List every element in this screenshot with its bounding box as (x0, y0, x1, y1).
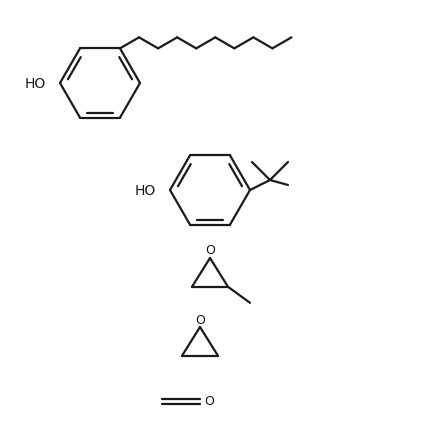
Text: O: O (205, 244, 215, 257)
Text: HO: HO (135, 184, 156, 198)
Text: O: O (195, 313, 205, 326)
Text: O: O (204, 395, 214, 408)
Text: HO: HO (25, 77, 46, 91)
